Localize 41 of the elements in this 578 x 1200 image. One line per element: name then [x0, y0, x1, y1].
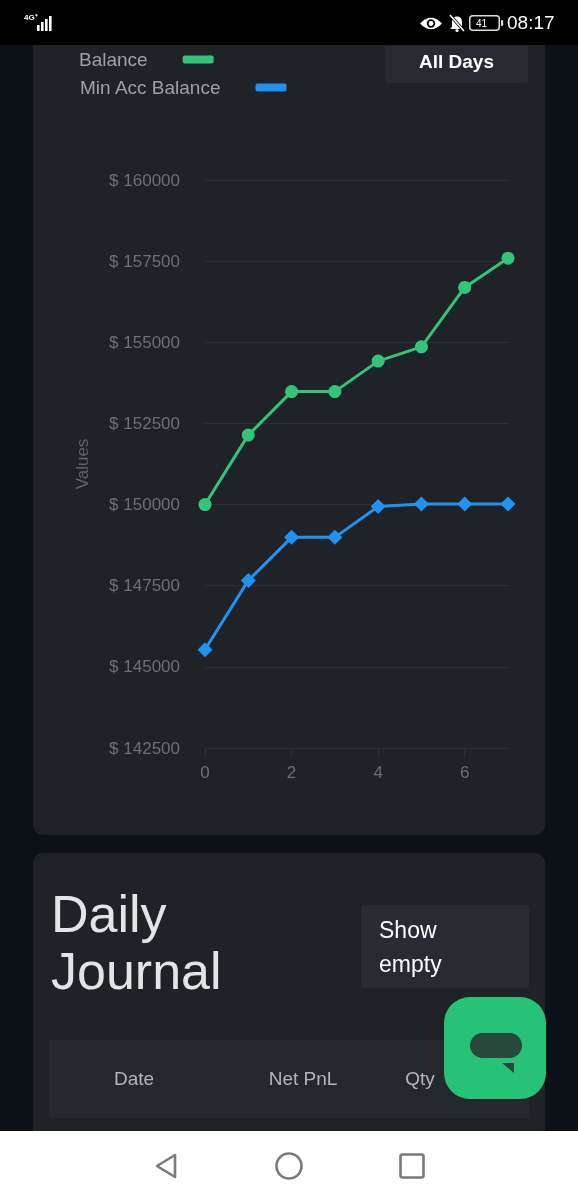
legend-label: Min Acc Balance	[80, 77, 221, 98]
chat-button[interactable]	[444, 997, 546, 1099]
point	[457, 496, 473, 512]
point	[328, 385, 342, 399]
y-axis-title: Values	[73, 438, 92, 490]
y-tick-label: $ 147500	[109, 576, 180, 596]
legend-label: Balance	[78, 49, 148, 70]
text: Net PnL	[268, 1068, 338, 1090]
point	[241, 428, 255, 442]
x-tick-label: 6	[459, 763, 470, 782]
x-tick-label: 0	[200, 763, 210, 782]
y-tick-label: $ 150000	[109, 495, 180, 515]
show-empty-button[interactable]: Show empty	[361, 905, 529, 988]
point	[370, 499, 386, 515]
y-tick-label: $ 145000	[109, 657, 180, 677]
point	[501, 251, 515, 265]
point	[197, 642, 213, 658]
text: Daily Journal	[51, 885, 223, 1000]
y-tick-label: $ 142500	[109, 738, 180, 758]
x-tick-label: 4	[373, 763, 383, 782]
text: Date	[113, 1068, 155, 1090]
point	[500, 496, 516, 512]
point	[371, 354, 385, 368]
text: 4G⁺	[24, 13, 38, 23]
x-tick-label: 2	[286, 763, 297, 782]
text: Qty	[405, 1068, 435, 1090]
point	[284, 529, 300, 545]
y-tick-label: $ 152500	[109, 413, 180, 433]
point	[198, 498, 212, 512]
text: 41	[476, 18, 488, 29]
point	[240, 573, 256, 589]
y-tick-label: $ 157500	[109, 251, 180, 271]
text: 08:17	[507, 12, 555, 34]
point	[327, 529, 343, 545]
period-button[interactable]: All Days	[385, 46, 528, 83]
point	[458, 280, 472, 294]
point	[413, 496, 429, 512]
point	[285, 385, 299, 399]
y-tick-label: $ 155000	[109, 332, 180, 352]
point	[414, 340, 428, 354]
y-tick-label: $ 160000	[109, 170, 180, 190]
